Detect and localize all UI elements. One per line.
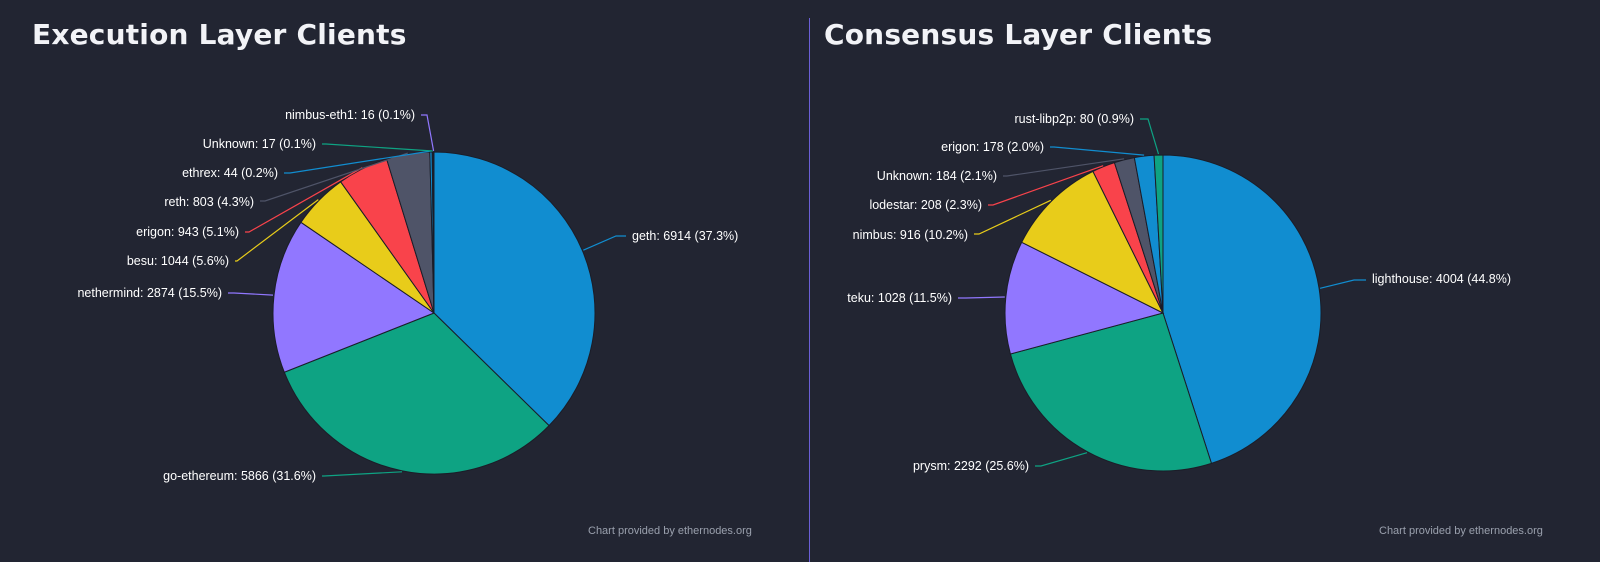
execution-slice-go-ethereum[interactable] [283, 312, 550, 475]
consensus-label-unknown: Unknown: 184 (2.1%) [877, 169, 997, 183]
consensus-label-prysm: prysm: 2292 (25.6%) [913, 459, 1029, 473]
consensus-slice-lighthouse[interactable] [1162, 154, 1322, 465]
consensus-slice-teku[interactable] [1004, 241, 1165, 355]
consensus-label-teku: teku: 1028 (11.5%) [847, 291, 952, 305]
consensus-leader-prysm [1035, 452, 1088, 467]
execution-slice-nimbus-eth1[interactable] [432, 151, 435, 314]
execution-leader-geth [583, 235, 626, 251]
execution-panel: Execution Layer Clients geth: 6914 (37.3… [0, 0, 790, 562]
execution-leader-besu [235, 199, 319, 262]
consensus-label-rust-libp2p: rust-libp2p: 80 (0.9%) [1014, 112, 1134, 126]
execution-label-ethrex: ethrex: 44 (0.2%) [182, 166, 278, 180]
consensus-leader-erigon [1050, 146, 1145, 156]
consensus-leader-lighthouse [1319, 279, 1366, 289]
consensus-slice-nimbus[interactable] [1021, 170, 1165, 315]
execution-leader-unknown [322, 143, 433, 152]
execution-leader-nethermind [228, 292, 274, 296]
execution-pie-chart: geth: 6914 (37.3%) go-ethereum: 5866 (31.… [77, 108, 738, 483]
execution-label-go-ethereum: go-ethereum: 5866 (31.6%) [163, 469, 316, 483]
consensus-leader-lodestar [988, 165, 1104, 206]
consensus-pie-chart: lighthouse: 4004 (44.8%) prysm: 2292 (25.… [847, 112, 1511, 473]
consensus-credit[interactable]: Chart provided by ethernodes.org [1379, 525, 1543, 537]
execution-label-reth: reth: 803 (4.3%) [164, 195, 254, 209]
execution-slice-geth[interactable] [433, 151, 596, 427]
execution-leader-go-ethereum [322, 471, 403, 477]
consensus-title: Consensus Layer Clients [824, 18, 1213, 51]
consensus-leader-teku [958, 296, 1005, 299]
execution-title: Execution Layer Clients [32, 18, 407, 51]
consensus-label-nimbus: nimbus: 916 (10.2%) [853, 228, 968, 242]
execution-credit[interactable]: Chart provided by ethernodes.org [588, 525, 752, 537]
consensus-leader-rust-libp2p [1140, 118, 1160, 155]
execution-label-unknown: Unknown: 17 (0.1%) [203, 137, 316, 151]
execution-leader-erigon [245, 167, 363, 233]
consensus-leader-nimbus [974, 199, 1052, 235]
consensus-label-lighthouse: lighthouse: 4004 (44.8%) [1372, 272, 1511, 286]
execution-leader-reth [260, 152, 408, 202]
execution-leader-ethrex [284, 150, 432, 174]
execution-label-nethermind: nethermind: 2874 (15.5%) [77, 286, 222, 300]
execution-leader-nimbus-eth1 [421, 114, 435, 152]
consensus-panel: Consensus Layer Clients lighthouse: 4004… [809, 0, 1599, 562]
execution-label-nimbus-eth1: nimbus-eth1: 16 (0.1%) [285, 108, 415, 122]
consensus-label-erigon: erigon: 178 (2.0%) [941, 140, 1044, 154]
consensus-slice-rust-libp2p[interactable] [1153, 154, 1164, 314]
execution-slice-nethermind[interactable] [272, 221, 436, 373]
execution-label-geth: geth: 6914 (37.3%) [632, 229, 738, 243]
consensus-label-lodestar: lodestar: 208 (2.3%) [869, 198, 982, 212]
execution-label-erigon: erigon: 943 (5.1%) [136, 225, 239, 239]
panel-divider [809, 18, 810, 562]
execution-label-besu: besu: 1044 (5.6%) [127, 254, 229, 268]
consensus-leader-unknown [1003, 158, 1125, 177]
consensus-slice-prysm[interactable] [1009, 312, 1213, 472]
